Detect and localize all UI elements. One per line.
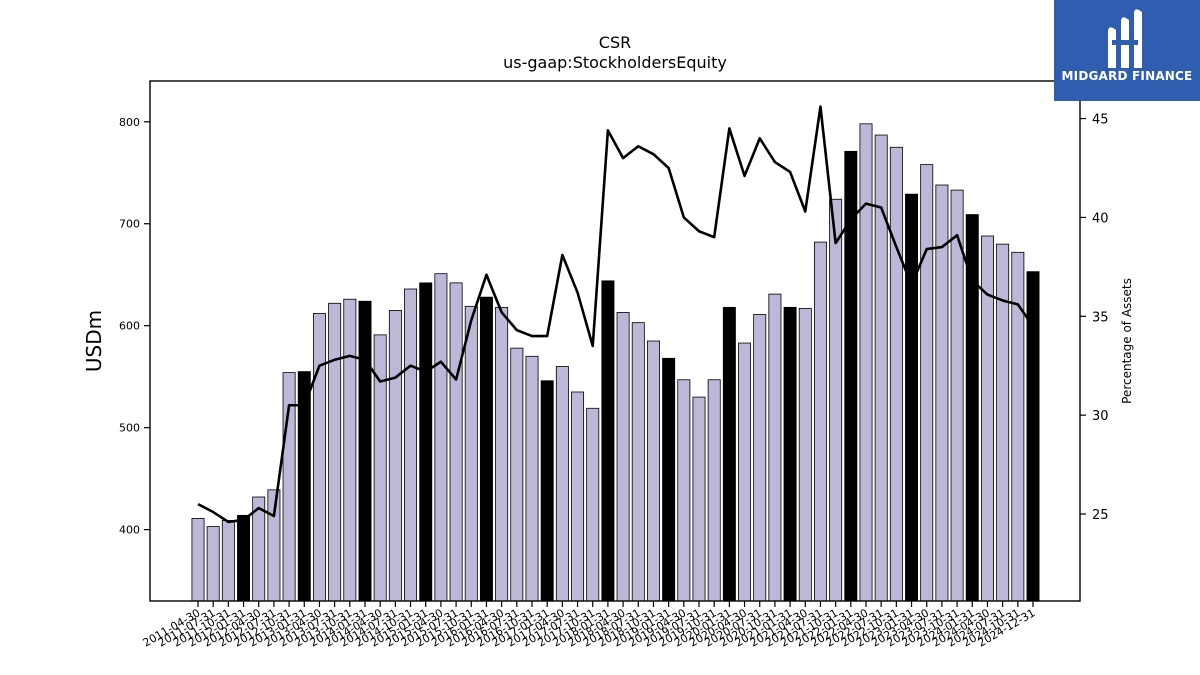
y2-tick-label: 40 xyxy=(1092,211,1109,226)
chart-subtitle: us-gaap:StockholdersEquity xyxy=(503,53,727,72)
bar-2019-10-31 xyxy=(707,379,721,602)
chart-title: CSR xyxy=(599,33,631,52)
y2-tick-label: 35 xyxy=(1092,310,1109,325)
y2-tick-label: 30 xyxy=(1092,409,1109,424)
bar-2020-07-31 xyxy=(753,314,767,602)
bar-2016-01-31 xyxy=(479,296,493,602)
midgard-logo-icon xyxy=(1108,9,1142,68)
bar-2019-01-31 xyxy=(662,357,676,602)
y-tick-label: 400 xyxy=(119,524,140,537)
bar-2017-10-31 xyxy=(586,407,600,602)
bar-2020-01-31 xyxy=(722,306,736,602)
bar-2017-04-30 xyxy=(555,366,569,602)
percentage-of-assets-line xyxy=(197,105,1035,524)
bar-2016-07-31 xyxy=(510,347,524,602)
bar-2014-07-31 xyxy=(388,310,402,602)
bar-2020-04-30 xyxy=(738,342,752,602)
bar-2014-01-31 xyxy=(358,300,372,602)
y-tick-label: 800 xyxy=(119,116,140,129)
bar-2018-01-31 xyxy=(601,280,615,602)
bar-2015-10-31 xyxy=(464,305,478,602)
midgard-finance-logo: MIDGARD FINANCE xyxy=(1054,0,1200,101)
bar-2016-04-30 xyxy=(495,306,509,602)
bar-2015-04-30 xyxy=(434,273,448,602)
bar-2017-07-31 xyxy=(571,391,585,602)
bar-2022-07-31 xyxy=(874,134,888,602)
bar-2019-07-31 xyxy=(692,396,706,602)
bar-2021-01-31 xyxy=(783,306,797,602)
axes: 40050060070080025303540452011-04-302011-… xyxy=(119,80,1109,650)
y-tick-label: 500 xyxy=(119,422,140,435)
bar-2021-10-31 xyxy=(829,198,843,602)
y-tick-label: 700 xyxy=(119,218,140,231)
bar-2011-04-30 xyxy=(191,518,205,602)
bar-2023-01-31 xyxy=(905,193,919,602)
bar-2018-04-30 xyxy=(616,312,630,602)
bar-2019-04-30 xyxy=(677,379,691,602)
bar-2013-07-31 xyxy=(328,302,342,602)
bar-2014-10-31 xyxy=(404,288,418,602)
y-axis-label: USDm xyxy=(82,310,106,372)
bar-2015-07-31 xyxy=(449,282,463,602)
bar-2020-10-31 xyxy=(768,293,782,602)
y2-tick-label: 25 xyxy=(1092,508,1109,523)
bar-2011-10-31 xyxy=(221,520,235,602)
bar-2013-10-31 xyxy=(343,298,357,602)
line-series-layer xyxy=(197,105,1035,524)
bar-2022-10-31 xyxy=(889,146,903,602)
y2-axis-label: Percentage of Assets xyxy=(1120,278,1134,404)
logo-text: MIDGARD FINANCE xyxy=(1061,69,1193,83)
bar-2022-04-30 xyxy=(859,123,873,602)
bar-series xyxy=(191,123,1040,602)
bar-2015-01-31 xyxy=(419,282,433,602)
bar-2011-07-31 xyxy=(206,526,220,602)
bar-2016-10-31 xyxy=(525,355,539,602)
bar-2017-01-31 xyxy=(540,380,554,602)
y2-tick-label: 45 xyxy=(1092,113,1109,128)
bar-2024-01-31 xyxy=(965,214,979,602)
y-tick-label: 600 xyxy=(119,320,140,333)
bar-2018-07-31 xyxy=(631,322,645,602)
bar-2012-01-31 xyxy=(237,514,251,602)
bar-2013-04-30 xyxy=(312,313,326,602)
bar-2021-07-31 xyxy=(813,241,827,602)
bar-2023-04-30 xyxy=(920,164,934,602)
bar-2018-10-31 xyxy=(646,340,660,602)
plot-frame xyxy=(149,80,1081,602)
bar-2021-04-30 xyxy=(798,307,812,602)
